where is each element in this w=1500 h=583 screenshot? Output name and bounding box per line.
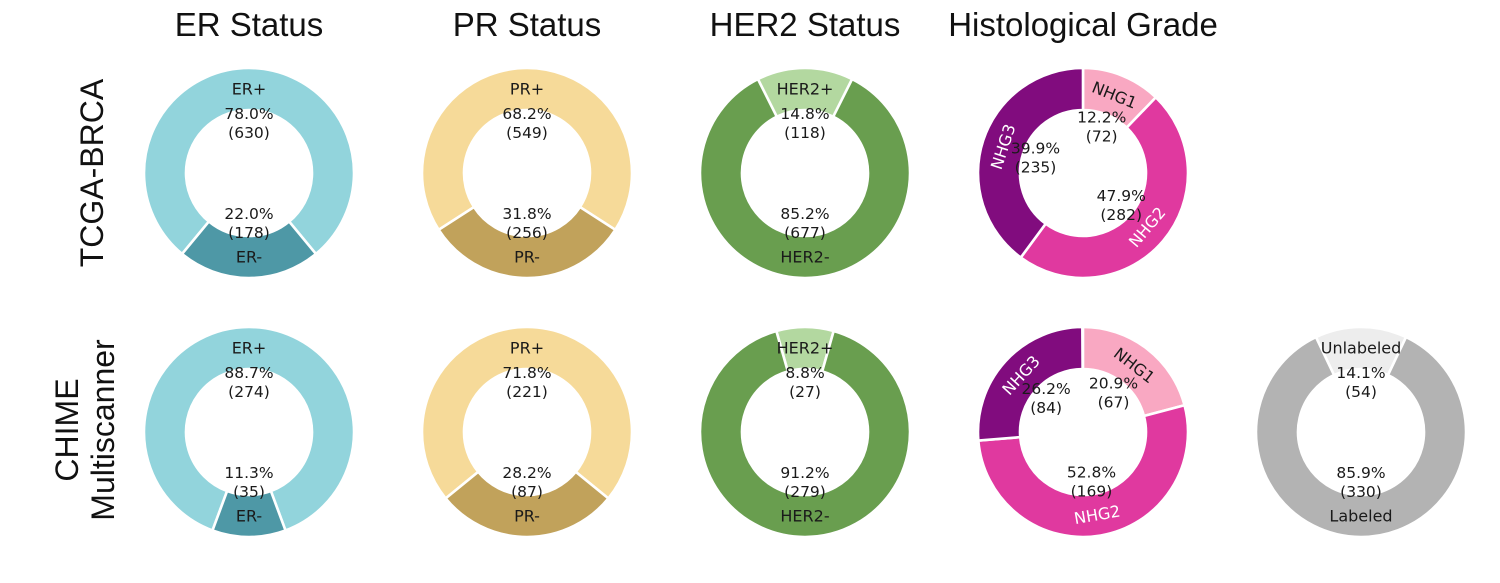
slice-percent-label: 31.8% xyxy=(502,205,551,223)
row-label-chime-multiscanner: CHIME Multiscanner xyxy=(44,280,128,580)
slice-category-label-PR-: PR- xyxy=(514,507,540,526)
slice-category-label-HER2-: HER2- xyxy=(780,248,829,267)
slice-category-label-ER-: ER- xyxy=(236,248,262,267)
slice-percent-label: 22.0% xyxy=(224,205,273,223)
column-title-er-status: ER Status xyxy=(174,6,324,43)
slice-count-label: (677) xyxy=(784,224,826,242)
slice-percent-label: 78.0% xyxy=(224,105,273,123)
row-label-tcga-brca: TCGA-BRCA xyxy=(51,23,135,323)
slice-count-label: (178) xyxy=(228,224,270,242)
slice-count-label: (54) xyxy=(1345,383,1377,401)
slice-percent-label: 85.2% xyxy=(780,205,829,223)
slice-category-label-HER2-: HER2- xyxy=(780,507,829,526)
slice-percent-label: 26.2% xyxy=(1021,380,1070,398)
donut-chart-r0-c2: HER2+ 14.8%(118) HER2- 85.2%(677) xyxy=(698,66,912,280)
slice-category-label-HER2+: HER2+ xyxy=(777,80,834,99)
slice-count-label: (330) xyxy=(1340,483,1382,501)
slice-NHG3 xyxy=(976,66,1085,260)
slice-category-label-PR+: PR+ xyxy=(510,339,544,358)
slice-PR- xyxy=(436,205,618,280)
slice-percent-label: 12.2% xyxy=(1077,109,1126,127)
slice-percent-label: 91.2% xyxy=(780,464,829,482)
slice-count-label: (67) xyxy=(1098,393,1130,411)
slice-percent-label: 85.9% xyxy=(1336,464,1385,482)
slice-category-label-ER+: ER+ xyxy=(232,339,267,358)
slice-percent-label: 11.3% xyxy=(224,464,273,482)
slice-PR- xyxy=(443,470,611,539)
slice-percent-label: 20.9% xyxy=(1089,374,1138,392)
donut-chart-r1-c2: HER2+ 8.8%(27) HER2- 91.2%(279) xyxy=(698,325,912,539)
slice-category-label-PR-: PR- xyxy=(514,248,540,267)
slice-HER2- xyxy=(698,77,912,280)
donut-chart-r0-c0: ER+ 78.0%(630) ER- 22.0%(178) xyxy=(142,66,356,280)
slice-count-label: (221) xyxy=(506,383,548,401)
row-label-line: Multiscanner xyxy=(85,339,121,521)
row-label-line: CHIME xyxy=(49,378,86,482)
slice-count-label: (279) xyxy=(784,483,826,501)
slice-ER+ xyxy=(142,325,356,533)
slice-NHG2 xyxy=(976,403,1190,539)
slice-percent-label: 14.1% xyxy=(1336,364,1385,382)
slice-count-label: (169) xyxy=(1071,482,1113,500)
slice-count-label: (118) xyxy=(784,124,826,142)
slice-count-label: (84) xyxy=(1030,399,1062,417)
slice-count-label: (549) xyxy=(506,124,548,142)
slice-percent-label: 39.9% xyxy=(1011,139,1060,157)
slice-category-label-PR+: PR+ xyxy=(510,80,544,99)
slice-count-label: (274) xyxy=(228,383,270,401)
column-title-her2-status: HER2 Status xyxy=(709,6,901,43)
slice-percent-label: 88.7% xyxy=(224,364,273,382)
slice-PR+ xyxy=(420,325,634,501)
slice-PR+ xyxy=(420,66,634,232)
column-title-histological-grade: Histological Grade xyxy=(948,6,1218,43)
slice-percent-label: 68.2% xyxy=(502,105,551,123)
slice-category-label-Labeled: Labeled xyxy=(1329,507,1392,526)
slice-count-label: (35) xyxy=(233,483,265,501)
slice-NHG3 xyxy=(976,325,1084,442)
slice-category-label-HER2+: HER2+ xyxy=(777,339,834,358)
slice-HER2- xyxy=(698,329,912,539)
slice-category-label-Unlabeled: Unlabeled xyxy=(1321,339,1402,358)
slice-count-label: (27) xyxy=(789,383,821,401)
donut-chart-r1-c0: ER+ 88.7%(274) ER- 11.3%(35) xyxy=(142,325,356,539)
slice-category-label-ER+: ER+ xyxy=(232,80,267,99)
slice-count-label: (282) xyxy=(1100,206,1142,224)
donut-chart-r0-c3: NHG112.2%(72)NHG247.9%(282)NHG339.9%(235… xyxy=(976,66,1190,280)
slice-percent-label: 28.2% xyxy=(502,464,551,482)
column-title-pr-status: PR Status xyxy=(452,6,602,43)
slice-count-label: (256) xyxy=(506,224,548,242)
donut-chart-r0-c1: PR+ 68.2%(549) PR- 31.8%(256) xyxy=(420,66,634,280)
slice-percent-label: 71.8% xyxy=(502,364,551,382)
slice-NHG2 xyxy=(1018,95,1190,280)
donut-chart-r1-c4: Unlabeled 14.1%(54) Labeled 85.9%(330) xyxy=(1254,325,1468,539)
slice-percent-label: 47.9% xyxy=(1097,187,1146,205)
slice-count-label: (87) xyxy=(511,483,543,501)
row-label-line: TCGA-BRCA xyxy=(74,78,111,268)
slice-percent-label: 52.8% xyxy=(1067,463,1116,481)
slice-category-label-ER-: ER- xyxy=(236,507,262,526)
slice-ER- xyxy=(210,489,288,539)
slice-ER+ xyxy=(142,66,356,256)
slice-count-label: (72) xyxy=(1086,128,1118,146)
slice-percent-label: 8.8% xyxy=(785,364,824,382)
slice-Labeled xyxy=(1254,335,1468,539)
donut-chart-r1-c1: PR+ 71.8%(221) PR- 28.2%(87) xyxy=(420,325,634,539)
slice-percent-label: 14.8% xyxy=(780,105,829,123)
slice-ER- xyxy=(180,219,318,280)
slice-count-label: (630) xyxy=(228,124,270,142)
slice-count-label: (235) xyxy=(1015,158,1057,176)
